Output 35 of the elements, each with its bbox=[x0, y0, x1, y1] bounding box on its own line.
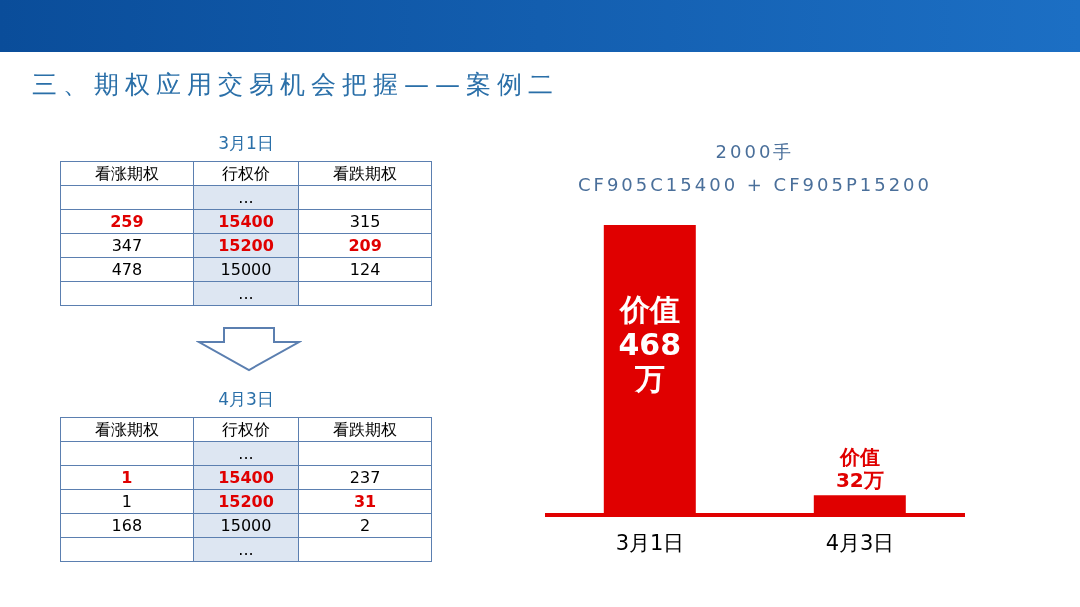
text: 15000 bbox=[193, 513, 299, 538]
text: ... bbox=[193, 441, 299, 466]
text: 看涨期权 bbox=[60, 161, 194, 186]
text: 15400 bbox=[193, 209, 299, 234]
text: 237 bbox=[298, 465, 432, 490]
text: 15200 bbox=[193, 233, 299, 258]
chart-title: 2000手 bbox=[714, 140, 796, 164]
text: 4月3日 bbox=[217, 388, 275, 411]
text: 2 bbox=[298, 513, 432, 538]
text: 看涨期权 bbox=[60, 417, 194, 442]
text: 行权价 bbox=[193, 417, 299, 442]
text: 31 bbox=[298, 489, 432, 514]
text: 三、期权应用交易机会把握——案例二 bbox=[32, 69, 559, 101]
text: ... bbox=[193, 281, 299, 306]
text: ... bbox=[193, 185, 299, 210]
text: ... bbox=[193, 537, 299, 562]
text: 15000 bbox=[193, 257, 299, 282]
text: 209 bbox=[298, 233, 432, 258]
data-label: 价值468万 bbox=[617, 292, 682, 396]
text: 15400 bbox=[193, 465, 299, 490]
text: 124 bbox=[298, 257, 432, 282]
data-label: 价值32万 bbox=[835, 445, 884, 493]
text: 168 bbox=[60, 513, 194, 538]
text: 看跌期权 bbox=[298, 417, 432, 442]
text: 259 bbox=[60, 209, 194, 234]
text: 1 bbox=[60, 489, 194, 514]
chart-subtitle: CF905C15400 + CF905P15200 bbox=[577, 174, 933, 195]
text: 行权价 bbox=[193, 161, 299, 186]
text: 1 bbox=[60, 465, 194, 490]
text: 315 bbox=[298, 209, 432, 234]
text: 3月1日 bbox=[217, 132, 275, 155]
text: 347 bbox=[60, 233, 194, 258]
text: 看跌期权 bbox=[298, 161, 432, 186]
text: 478 bbox=[60, 257, 194, 282]
text: 15200 bbox=[193, 489, 299, 514]
